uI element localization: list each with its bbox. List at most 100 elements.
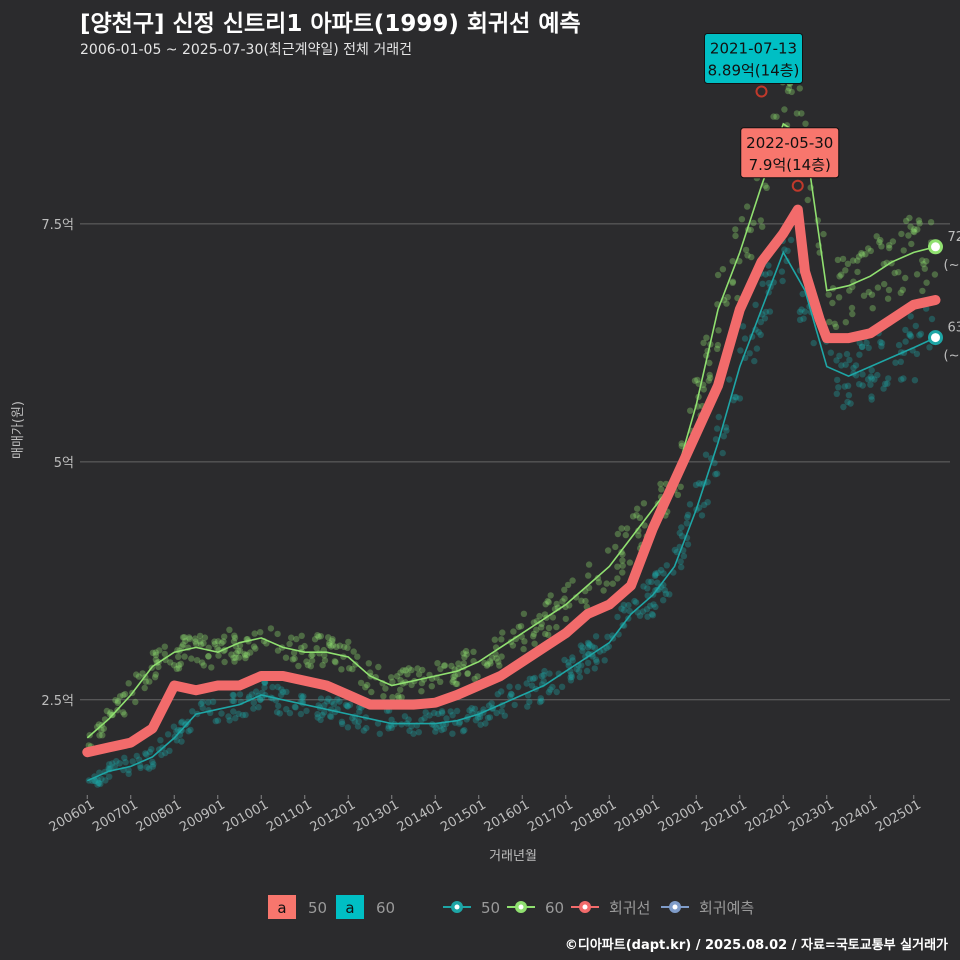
scatter-point	[382, 685, 389, 692]
scatter-point	[303, 707, 310, 715]
scatter-point	[849, 310, 856, 318]
scatter-point	[737, 347, 744, 354]
scatter-point	[533, 626, 540, 633]
scatter-point	[867, 247, 874, 255]
scatter-point	[568, 673, 576, 681]
scatter-point	[486, 714, 494, 721]
scatter-point	[900, 375, 907, 382]
scatter-point	[719, 266, 727, 273]
scatter-point	[796, 316, 804, 323]
scatter-point	[112, 697, 119, 704]
scatter-point	[632, 599, 640, 606]
x-tick-label: 201201	[308, 797, 358, 835]
scatter-point	[759, 223, 766, 230]
scatter-point	[654, 569, 662, 576]
scatter-point	[214, 717, 222, 724]
scatter-point	[732, 232, 739, 240]
scatter-point	[99, 732, 106, 739]
scatter-point	[279, 688, 287, 696]
scatter-point	[397, 677, 404, 684]
scatter-point	[498, 636, 505, 643]
scatter-point	[666, 591, 673, 598]
scatter-point	[185, 728, 192, 735]
scatter-point	[589, 643, 596, 650]
scatter-point	[744, 203, 751, 210]
scatter-point	[317, 716, 324, 724]
scatter-point	[779, 277, 786, 285]
scatter-point	[496, 662, 503, 669]
scatter-point	[635, 527, 642, 534]
scatter-point	[873, 233, 880, 240]
scatter-point	[692, 481, 700, 489]
scatter-point	[913, 350, 921, 358]
scatter-point	[434, 660, 441, 667]
scatter-point	[276, 710, 283, 717]
scatter-point	[389, 678, 396, 685]
scatter-point	[559, 598, 566, 605]
scatter-point	[197, 641, 205, 648]
scatter-point	[120, 691, 127, 699]
scatter-point	[456, 720, 463, 727]
scatter-point	[363, 724, 370, 732]
scatter-point	[398, 694, 405, 701]
scatter-point	[232, 715, 239, 722]
scatter-point	[897, 358, 904, 365]
scatter-point	[531, 674, 538, 682]
scatter-point	[201, 634, 209, 641]
scatter-point	[576, 673, 584, 681]
scatter-point	[278, 686, 285, 693]
scatter-point	[723, 427, 730, 434]
scatter-point	[916, 220, 923, 227]
scatter-point	[344, 702, 351, 710]
scatter-point	[342, 701, 350, 709]
scatter-point	[897, 376, 905, 383]
scatter-point	[230, 638, 238, 645]
scatter-point	[657, 480, 664, 488]
scatter-point	[846, 287, 853, 294]
scatter-point	[515, 623, 522, 631]
scatter-point	[319, 711, 326, 719]
scatter-point	[449, 678, 456, 686]
legend: a 50 a 60 50 60 회귀선 회귀예측	[268, 895, 754, 919]
scatter-point	[712, 436, 720, 443]
annotation-box	[740, 127, 840, 179]
scatter-point	[886, 242, 893, 249]
scatter-point	[788, 88, 795, 96]
scatter-point	[230, 697, 238, 705]
x-tick-label: 202001	[656, 797, 706, 835]
scatter-point	[784, 247, 791, 254]
scatter-point	[328, 698, 335, 705]
scatter-point	[626, 559, 634, 566]
x-tick-label: 201601	[482, 797, 532, 835]
scatter-point	[346, 665, 353, 672]
scatter-point	[488, 654, 496, 662]
scatter-point	[96, 732, 103, 739]
legend-label: 60	[545, 899, 564, 917]
scatter-point	[553, 623, 560, 631]
scatter-point	[230, 654, 237, 661]
scatter-point	[225, 713, 232, 720]
scatter-point	[907, 333, 915, 340]
scatter-point	[346, 701, 354, 708]
scatter-point	[751, 357, 758, 365]
scatter-point	[678, 440, 685, 447]
scatter-point	[443, 715, 450, 722]
x-tick-label: 200601	[47, 797, 97, 835]
scatter-point	[329, 637, 336, 645]
x-tick-label: 201801	[569, 797, 619, 835]
scatter-point	[661, 586, 668, 594]
scatter-point	[662, 590, 670, 597]
scatter-point	[867, 373, 874, 380]
scatter-point	[355, 718, 362, 725]
scatter-point	[501, 712, 508, 719]
scatter-point	[437, 665, 444, 673]
scatter-point	[200, 662, 207, 669]
scatter-point	[137, 764, 144, 772]
scatter-point	[895, 341, 903, 349]
scatter-point	[698, 512, 706, 519]
scatter-point	[133, 671, 140, 678]
scatter-point	[354, 653, 361, 660]
scatter-point	[300, 693, 307, 700]
scatter-point	[192, 635, 199, 642]
scatter-point	[609, 580, 616, 587]
